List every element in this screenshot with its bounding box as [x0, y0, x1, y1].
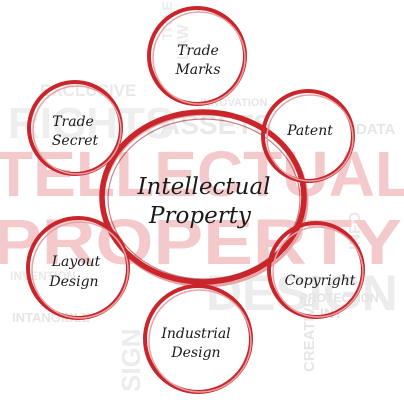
bg-word-protection: PROTECTION	[300, 291, 379, 305]
node-label-line-2: Marks	[174, 62, 220, 78]
node-label-line-1: Layout	[51, 254, 101, 270]
bg-word-sign: SIGN	[116, 328, 146, 392]
node-label-line-1: Copyright	[285, 273, 356, 289]
center-node: Intellectual Property	[99, 109, 309, 288]
node-patent: Patent	[261, 89, 355, 183]
node-trade-secret: Trade Secret	[27, 80, 123, 176]
node-label-line-1: Patent	[286, 123, 333, 139]
node-ring-shadow	[272, 226, 364, 318]
bg-word-intangible: INTANGIBLE	[12, 310, 91, 325]
bg-word-exclusive: EXCLUSIVE	[40, 81, 136, 100]
center-ring-inner	[107, 118, 301, 280]
bg-word-data: DATA	[356, 121, 396, 138]
node-ring-shadow	[266, 94, 354, 182]
node-copyright: Copyright	[267, 221, 365, 319]
bg-word-law: LAW	[175, 24, 192, 60]
node-trade-marks: Trade Marks	[147, 6, 247, 106]
node-industrial-design: Industrial Design	[143, 284, 253, 394]
bg-word-creative: CREATIVE	[301, 297, 318, 372]
center-ring	[99, 109, 307, 285]
node-layout-design: Layout Design	[26, 216, 130, 320]
node-label-line-1: Trade	[52, 114, 94, 130]
node-ring-shadow	[152, 11, 246, 105]
center-label-line-1: Intellectual	[136, 174, 270, 200]
center-label-line-2: Property	[148, 203, 252, 229]
node-label-line-2: Design	[48, 274, 98, 290]
node-ring-shadow	[31, 221, 129, 319]
node-label-line-1: Industrial	[160, 326, 230, 342]
node-label-line-2: Secret	[52, 133, 99, 149]
node-ring-shadow	[148, 289, 252, 393]
node-label-line-2: Design	[170, 345, 220, 361]
node-label-line-1: Trade	[177, 43, 219, 59]
node-ring-shadow	[32, 85, 122, 175]
